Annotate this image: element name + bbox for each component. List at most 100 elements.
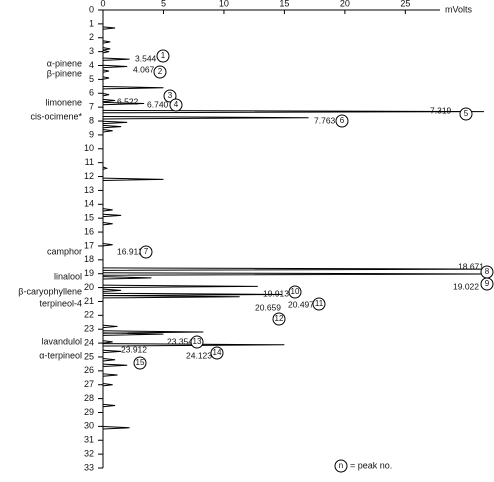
y-tick-label: 25: [84, 351, 94, 361]
y-tick-label: 6: [89, 88, 94, 98]
peak-time: 20.659: [255, 302, 281, 312]
peak: [102, 98, 116, 103]
peak: [102, 26, 116, 30]
compound-label: terpineol-4: [39, 298, 82, 308]
y-tick-label: 3: [89, 46, 94, 56]
peak-number: 9: [485, 279, 490, 288]
peak-time: 18.671: [458, 261, 484, 271]
compound-label: camphor: [47, 246, 82, 256]
peak-time: 6.740: [147, 99, 169, 109]
peak-time: 20.497: [288, 299, 314, 309]
peak-number: 3: [168, 91, 173, 100]
x-tick-label: 20: [340, 0, 350, 8]
peak-circle: [272, 312, 286, 326]
peak: [102, 426, 130, 430]
peak: [102, 276, 152, 280]
y-tick-label: 5: [89, 74, 94, 84]
y-tick-label: 4: [89, 60, 94, 70]
y-tick-label: 31: [84, 435, 94, 445]
y-tick-label: 8: [89, 115, 94, 125]
y-tick-label: 1: [89, 18, 94, 28]
compound-label: linalool: [54, 271, 82, 281]
y-tick-label: 0: [89, 4, 94, 14]
peak-number: 7: [144, 247, 149, 256]
peak-time: 4.067: [133, 64, 155, 74]
compound-label: β-pinene: [47, 68, 82, 78]
y-tick-label: 20: [84, 282, 94, 292]
peak: [102, 57, 130, 61]
peak: [102, 47, 111, 51]
x-axis-label: mVolts: [445, 4, 473, 14]
y-tick-label: 27: [84, 379, 94, 389]
peak-number: 1: [161, 51, 166, 60]
peak-time: 19.022: [453, 281, 479, 291]
y-tick-label: 16: [84, 226, 94, 236]
peak: [102, 349, 122, 354]
peak-number: 13: [193, 337, 202, 346]
y-tick-label: 7: [89, 102, 94, 112]
y-tick-label: 28: [84, 393, 94, 403]
peak-number: 6: [340, 116, 345, 125]
x-tick-label: 5: [161, 0, 166, 8]
peak-time: 16.912: [117, 246, 143, 256]
compound-label: limonene: [45, 97, 82, 107]
compound-label: cis-ocimene*: [30, 111, 82, 121]
x-tick-label: 25: [400, 0, 410, 8]
peak: [102, 86, 164, 90]
peak: [102, 340, 113, 344]
peak: [102, 76, 110, 80]
y-tick-label: 17: [84, 240, 94, 250]
peak-number: 12: [275, 314, 284, 323]
peak: [102, 295, 240, 299]
y-tick-label: 10: [84, 143, 94, 153]
peak-number: 8: [485, 267, 490, 276]
peak-circle: [163, 89, 177, 103]
peak-number: 10: [291, 287, 300, 296]
peak-circle: [169, 98, 183, 112]
peak: [102, 332, 164, 336]
peak: [102, 292, 282, 297]
x-tick-label: 0: [100, 0, 105, 8]
y-tick-label: 19: [84, 268, 94, 278]
peak: [102, 330, 204, 334]
peak: [102, 222, 113, 226]
x-tick-label: 10: [219, 0, 229, 8]
y-tick-label: 30: [84, 421, 94, 431]
peak-circle: [153, 65, 167, 79]
peak-time: 23.912: [121, 344, 147, 354]
y-tick-label: 23: [84, 324, 94, 334]
y-tick-label: 24: [84, 337, 94, 347]
x-tick-label: 15: [279, 0, 289, 8]
compound-label: lavandulol: [41, 336, 82, 346]
peak: [102, 288, 122, 293]
y-tick-label: 2: [89, 32, 94, 42]
peak: [102, 373, 118, 377]
peak: [102, 101, 145, 106]
peak-time: 7.763: [314, 115, 336, 125]
compound-label: β-caryophyllene: [18, 286, 82, 296]
peak-circle: [133, 356, 147, 370]
peak: [102, 49, 110, 54]
y-tick-label: 26: [84, 365, 94, 375]
y-tick-label: 32: [84, 448, 94, 458]
peak-time: 19.913: [263, 288, 289, 298]
peak-time: 23.354: [167, 336, 193, 346]
compound-label: α-terpineol: [39, 350, 82, 360]
peak: [102, 363, 128, 367]
peak-number: 4: [174, 100, 179, 109]
peak: [102, 64, 128, 69]
compound-label: α-pinene: [47, 58, 82, 68]
peak: [102, 116, 309, 120]
peak-circle: [156, 49, 170, 63]
y-tick-label: 29: [84, 407, 94, 417]
peak: [102, 267, 488, 271]
peak: [102, 109, 484, 114]
y-tick-label: 12: [84, 171, 94, 181]
peak: [102, 120, 128, 125]
peak-circle: [335, 114, 349, 128]
y-tick-label: 14: [84, 199, 94, 209]
y-tick-label: 21: [84, 296, 94, 306]
peak-number: 2: [158, 67, 163, 76]
peak: [102, 383, 113, 387]
y-tick-label: 13: [84, 185, 94, 195]
